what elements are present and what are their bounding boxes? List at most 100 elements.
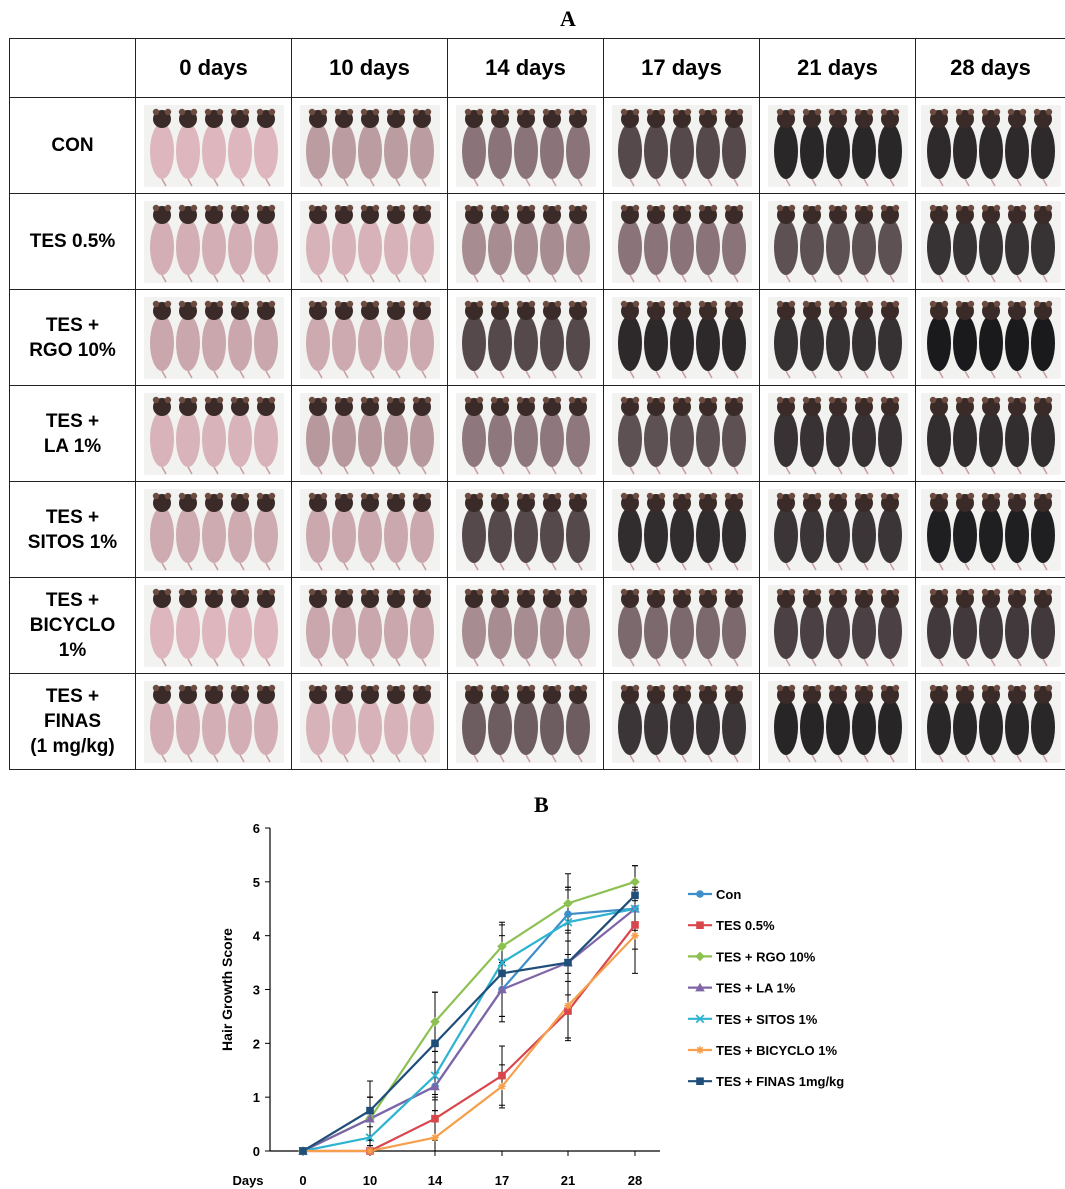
mouse-figure bbox=[669, 108, 694, 186]
data-point bbox=[431, 1133, 439, 1142]
mice-photo bbox=[767, 104, 908, 187]
mouse-figure bbox=[721, 684, 746, 762]
data-point bbox=[366, 1147, 374, 1155]
mouse-figure bbox=[721, 108, 746, 186]
data-point bbox=[431, 1039, 439, 1048]
photo-cell bbox=[135, 289, 292, 386]
mice-photo bbox=[143, 104, 284, 187]
mouse-figure bbox=[331, 492, 356, 570]
data-point bbox=[564, 958, 572, 967]
photo-cell bbox=[603, 289, 760, 386]
y-tick-label: 3 bbox=[253, 983, 260, 998]
mouse-figure bbox=[461, 300, 486, 378]
mouse-figure bbox=[1030, 300, 1055, 378]
mouse-figure bbox=[227, 684, 252, 762]
mouse-figure bbox=[695, 300, 720, 378]
group-row: TES + RGO 10% bbox=[9, 289, 1065, 386]
mouse-figure bbox=[978, 396, 1003, 474]
x-tick-label: 10 bbox=[363, 1173, 377, 1188]
mouse-figure bbox=[331, 108, 356, 186]
photo-cell bbox=[135, 481, 292, 578]
data-point bbox=[497, 984, 507, 994]
mouse-figure bbox=[773, 684, 798, 762]
mice-photo bbox=[455, 392, 596, 475]
mouse-figure bbox=[643, 300, 668, 378]
mouse-figure bbox=[799, 396, 824, 474]
group-label: CON bbox=[9, 97, 136, 194]
mice-photo bbox=[920, 104, 1061, 187]
mouse-figure bbox=[1004, 204, 1029, 282]
mouse-figure bbox=[253, 300, 278, 378]
mouse-figure bbox=[1030, 588, 1055, 666]
mouse-figure bbox=[357, 396, 382, 474]
legend-entry: TES + SITOS 1% bbox=[716, 1012, 818, 1027]
photo-cell bbox=[759, 385, 916, 482]
x-tick-label: 14 bbox=[428, 1173, 443, 1188]
mouse-figure bbox=[669, 300, 694, 378]
legend-entry: TES + LA 1% bbox=[716, 981, 796, 996]
mouse-figure bbox=[773, 492, 798, 570]
mouse-figure bbox=[643, 684, 668, 762]
mouse-figure bbox=[1030, 204, 1055, 282]
mouse-figure bbox=[487, 588, 512, 666]
photo-cell bbox=[447, 289, 604, 386]
legend-entry: TES + RGO 10% bbox=[716, 949, 816, 964]
photo-cell bbox=[291, 97, 448, 194]
mouse-figure bbox=[978, 492, 1003, 570]
photo-cell bbox=[291, 193, 448, 290]
mouse-figure bbox=[149, 204, 174, 282]
legend-marker bbox=[696, 1077, 704, 1085]
mouse-figure bbox=[253, 204, 278, 282]
photo-cell bbox=[603, 193, 760, 290]
mouse-figure bbox=[461, 108, 486, 186]
mouse-figure bbox=[877, 396, 902, 474]
mice-photo bbox=[767, 296, 908, 379]
mouse-figure bbox=[357, 108, 382, 186]
mouse-figure bbox=[149, 684, 174, 762]
mice-photo bbox=[611, 392, 752, 475]
mouse-figure bbox=[877, 684, 902, 762]
photo-cell bbox=[291, 289, 448, 386]
mouse-figure bbox=[877, 108, 902, 186]
mice-photo bbox=[611, 200, 752, 283]
legend-marker bbox=[695, 951, 705, 962]
mouse-figure bbox=[331, 300, 356, 378]
mice-photo bbox=[299, 584, 440, 667]
photo-cell bbox=[291, 481, 448, 578]
mouse-figure bbox=[539, 588, 564, 666]
mouse-figure bbox=[773, 396, 798, 474]
group-label: TES + SITOS 1% bbox=[9, 481, 136, 578]
data-point bbox=[365, 1113, 375, 1123]
data-point bbox=[497, 958, 507, 968]
mice-photo bbox=[455, 200, 596, 283]
data-point bbox=[631, 921, 639, 929]
series-line bbox=[302, 907, 636, 1153]
data-point bbox=[497, 941, 507, 952]
mouse-figure bbox=[952, 300, 977, 378]
x-tick-label: 0 bbox=[299, 1173, 306, 1188]
mice-photo bbox=[455, 104, 596, 187]
mice-photo bbox=[143, 296, 284, 379]
mouse-figure bbox=[773, 300, 798, 378]
mouse-figure bbox=[331, 396, 356, 474]
mouse-figure bbox=[201, 396, 226, 474]
mouse-figure bbox=[305, 108, 330, 186]
mouse-figure bbox=[926, 396, 951, 474]
mouse-figure bbox=[383, 300, 408, 378]
column-header: 17 days bbox=[603, 38, 760, 98]
legend-entry: Con bbox=[716, 887, 741, 902]
mouse-figure bbox=[926, 204, 951, 282]
mice-photo bbox=[920, 488, 1061, 571]
mouse-figure bbox=[305, 684, 330, 762]
mouse-figure bbox=[565, 684, 590, 762]
mice-photo bbox=[299, 680, 440, 763]
mouse-figure bbox=[1004, 396, 1029, 474]
series-lines bbox=[302, 880, 636, 1153]
mouse-figure bbox=[1030, 108, 1055, 186]
mouse-figure bbox=[825, 588, 850, 666]
group-label: TES + FINAS (1 mg/kg) bbox=[9, 673, 136, 770]
mouse-figure bbox=[695, 396, 720, 474]
data-point bbox=[365, 1133, 375, 1142]
data-point bbox=[630, 877, 640, 887]
mouse-figure bbox=[201, 588, 226, 666]
